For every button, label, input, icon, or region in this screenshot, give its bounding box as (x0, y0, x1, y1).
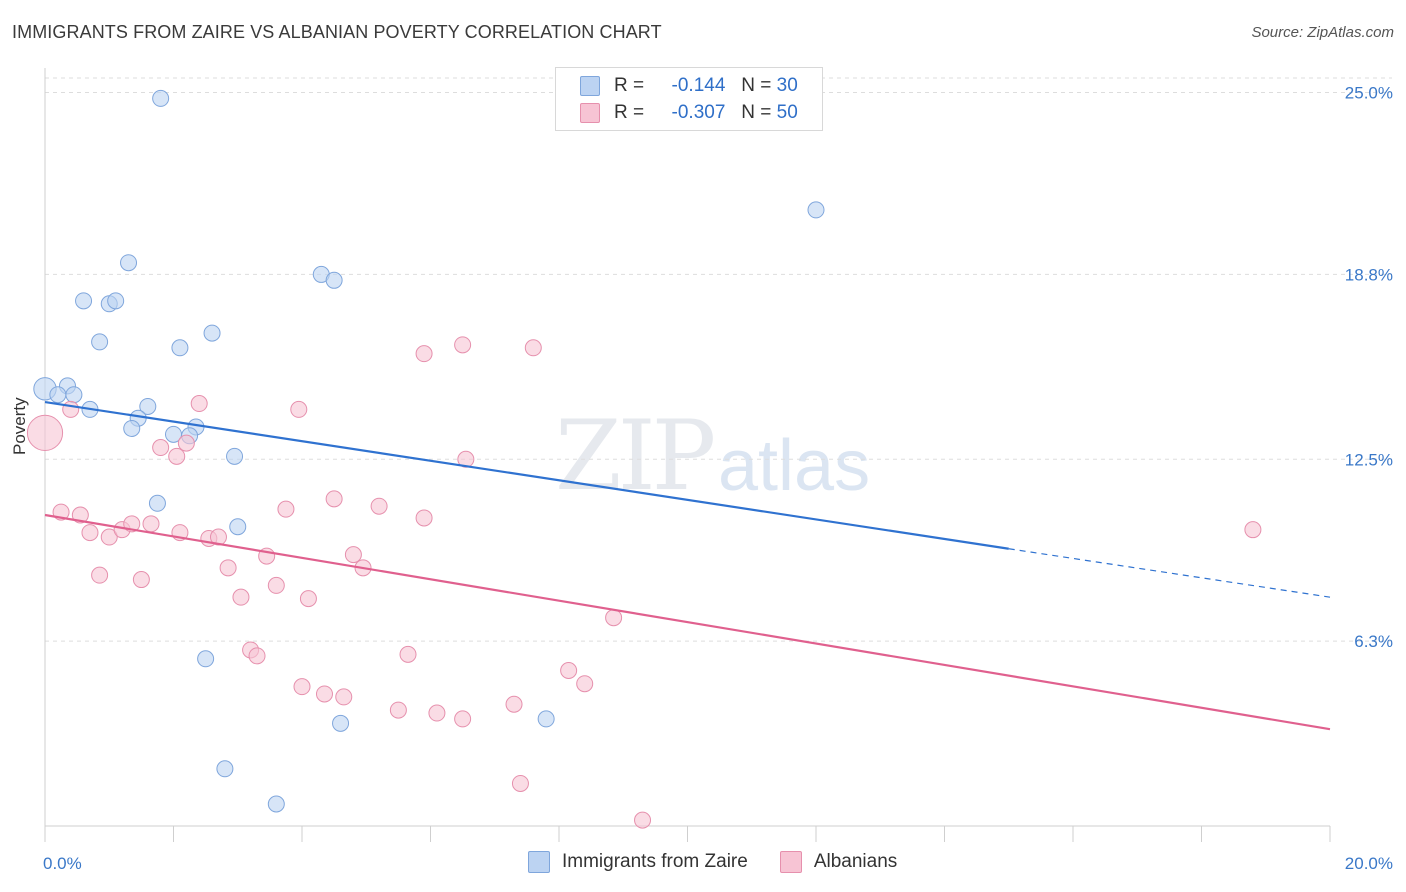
x-tick-label: 20.0% (1345, 854, 1393, 873)
watermark-zip: ZIP (555, 400, 716, 512)
legend-n-label: N = (741, 75, 772, 96)
legend-n-label: N = (741, 102, 772, 123)
albanian-point (560, 662, 578, 680)
albanian-point (293, 678, 311, 696)
albanian-point (62, 400, 80, 418)
albanian-point (399, 645, 417, 663)
albanian-point (415, 345, 433, 363)
source-label: Source: ZipAtlas.com (1251, 24, 1394, 41)
albanian-point (576, 675, 594, 693)
albanian-point (132, 571, 150, 589)
series-legend-zaire: Immigrants from Zaire (528, 851, 748, 873)
legend-r-label: R = (614, 75, 645, 96)
albanian-point (370, 497, 388, 515)
y-tick-label: 12.5% (1345, 450, 1393, 469)
albanian-point (428, 704, 446, 722)
albanian-point (505, 695, 523, 713)
albanian-point (634, 811, 652, 829)
zaire-trend-line (44, 400, 1009, 550)
albanian-point (415, 509, 433, 527)
zaire-point (197, 650, 215, 668)
zaire-point (152, 89, 170, 107)
albanian-point (325, 490, 343, 508)
albanian-point (232, 588, 250, 606)
legend-n-value: 30 (776, 75, 798, 96)
albanian-point (190, 395, 208, 413)
albanian-point (299, 590, 317, 608)
zaire-point (120, 254, 138, 272)
legend-row-zaire: R = -0.144 N = 30 (580, 73, 798, 99)
zaire-point (91, 333, 109, 351)
y-axis-label: Poverty (10, 397, 29, 455)
albanian-point (267, 576, 285, 594)
albanian-point (100, 528, 118, 546)
albanian-point (219, 559, 237, 577)
albanian-point (605, 609, 623, 627)
albanian-point (335, 688, 353, 706)
albanian-point (168, 447, 186, 465)
zaire-point (49, 386, 67, 404)
zaire-point (325, 271, 343, 289)
zaire-point (203, 324, 221, 342)
zaire-point (267, 795, 285, 813)
albanian-trend-line (44, 513, 1331, 731)
albanian-point (511, 774, 529, 792)
zaire-point (807, 201, 825, 219)
legend-swatch-blue (580, 76, 600, 96)
zaire-trend-extension (1008, 548, 1331, 598)
zaire-point (123, 419, 141, 437)
legend-row-albanians: R = -0.307 N = 50 (580, 100, 798, 126)
correlation-legend: R = -0.144 N = 30 R = -0.307 N = 50 (555, 67, 823, 131)
albanian-point (81, 524, 99, 542)
legend-r-label: R = (614, 102, 645, 123)
watermark-atlas: atlas (718, 426, 871, 506)
zaire-point (65, 386, 83, 404)
zaire-point (171, 339, 189, 357)
chart-title: IMMIGRANTS FROM ZAIRE VS ALBANIAN POVERT… (12, 22, 662, 42)
series-swatch-blue (528, 851, 550, 873)
albanian-point (248, 647, 266, 665)
albanian-point (1244, 521, 1262, 539)
zaire-point (148, 494, 166, 512)
albanian-point (26, 414, 64, 451)
zaire-point (537, 710, 555, 728)
albanian-point (454, 336, 472, 354)
series-legend: Immigrants from Zaire Albanians (528, 851, 929, 873)
series-name-zaire: Immigrants from Zaire (562, 851, 748, 872)
legend-r-value: -0.144 (671, 75, 726, 96)
albanian-point (389, 701, 407, 719)
albanian-point (454, 710, 472, 728)
series-swatch-pink (779, 851, 802, 873)
zaire-point (229, 518, 247, 536)
zaire-point (216, 760, 234, 778)
legend-n-value: 50 (776, 102, 798, 123)
series-legend-albanians: Albanians (779, 851, 898, 873)
legend-swatch-pink (580, 103, 600, 123)
albanian-point (152, 439, 170, 457)
zaire-point (226, 447, 244, 465)
albanian-point (277, 500, 295, 518)
albanian-point (344, 546, 362, 564)
albanian-point (457, 450, 475, 468)
zaire-point (107, 292, 125, 310)
albanian-point (142, 515, 160, 533)
zaire-point (139, 397, 157, 415)
albanian-point (71, 506, 89, 524)
albanian-point (91, 566, 109, 584)
albanian-point (290, 400, 308, 418)
zaire-point (75, 292, 93, 310)
legend-r-value: -0.307 (671, 102, 726, 123)
series-name-albanians: Albanians (813, 851, 898, 872)
y-tick-label: 18.8% (1345, 265, 1393, 284)
albanian-point (177, 434, 195, 452)
x-tick-label: 0.0% (43, 854, 82, 873)
albanian-point (524, 339, 542, 357)
albanian-point (315, 685, 333, 703)
y-tick-label: 25.0% (1345, 84, 1393, 103)
zaire-point (332, 714, 350, 732)
y-tick-label: 6.3% (1354, 632, 1393, 651)
